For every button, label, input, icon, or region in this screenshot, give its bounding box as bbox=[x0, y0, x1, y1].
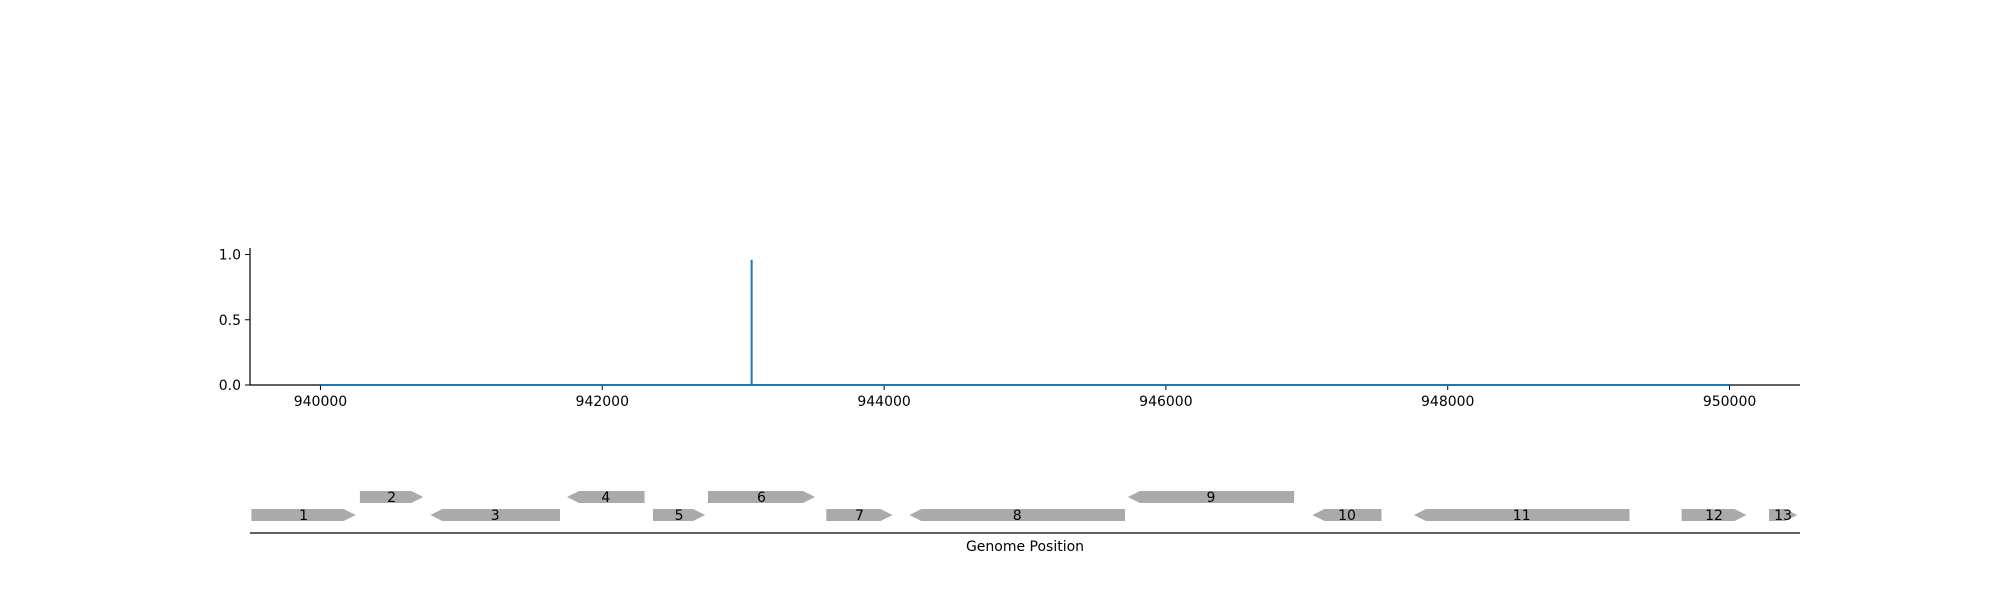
gene-feature bbox=[1681, 509, 1747, 521]
coverage-series bbox=[320, 259, 1730, 386]
gene-feature bbox=[1413, 509, 1630, 521]
gene-label: 13 bbox=[1774, 508, 1792, 524]
y-ticks: 0.0 0.5 1.0 bbox=[219, 248, 250, 394]
coverage-plot: 940000 942000 944000 946000 948000 950000 0.0… bbox=[219, 248, 1800, 410]
gene-label: 2 bbox=[387, 490, 396, 506]
gene-label: 3 bbox=[491, 508, 500, 524]
gene-label: 4 bbox=[601, 490, 610, 506]
gene-label: 12 bbox=[1705, 508, 1723, 524]
gene-feature bbox=[359, 491, 424, 503]
gene-label: 11 bbox=[1513, 508, 1531, 524]
x-tick-label: 942000 bbox=[576, 394, 629, 410]
gene-feature bbox=[909, 509, 1126, 521]
gene-feature bbox=[1127, 491, 1295, 503]
x-tick-label: 948000 bbox=[1421, 394, 1474, 410]
gene-label: 8 bbox=[1013, 508, 1022, 524]
gene-feature bbox=[653, 509, 706, 521]
gene-track-x-axis-title: Genome Position bbox=[966, 539, 1084, 555]
y-tick-label: 0.0 bbox=[219, 378, 241, 394]
gene-label: 10 bbox=[1338, 508, 1356, 524]
x-tick-label: 944000 bbox=[857, 394, 910, 410]
coverage-line bbox=[320, 259, 1730, 386]
gene-label: 7 bbox=[855, 508, 864, 524]
gene-feature bbox=[826, 509, 893, 521]
gene-feature bbox=[1769, 509, 1798, 521]
gene-feature bbox=[251, 509, 356, 521]
x-tick-label: 946000 bbox=[1139, 394, 1192, 410]
y-tick-label: 1.0 bbox=[219, 248, 241, 264]
x-tick-label: 950000 bbox=[1703, 394, 1756, 410]
gene-feature bbox=[707, 491, 816, 503]
x-tick-label: 940000 bbox=[294, 394, 347, 410]
gene-label: 6 bbox=[757, 490, 766, 506]
gene-feature bbox=[567, 491, 645, 503]
gene-feature bbox=[430, 509, 560, 521]
gene-label: 5 bbox=[675, 508, 684, 524]
gene-label: 1 bbox=[299, 508, 308, 524]
x-ticks: 940000 942000 944000 946000 948000 950000 bbox=[294, 385, 1756, 410]
y-tick-label: 0.5 bbox=[219, 313, 241, 329]
gene-feature bbox=[1312, 509, 1382, 521]
gene-label: 9 bbox=[1207, 490, 1216, 506]
